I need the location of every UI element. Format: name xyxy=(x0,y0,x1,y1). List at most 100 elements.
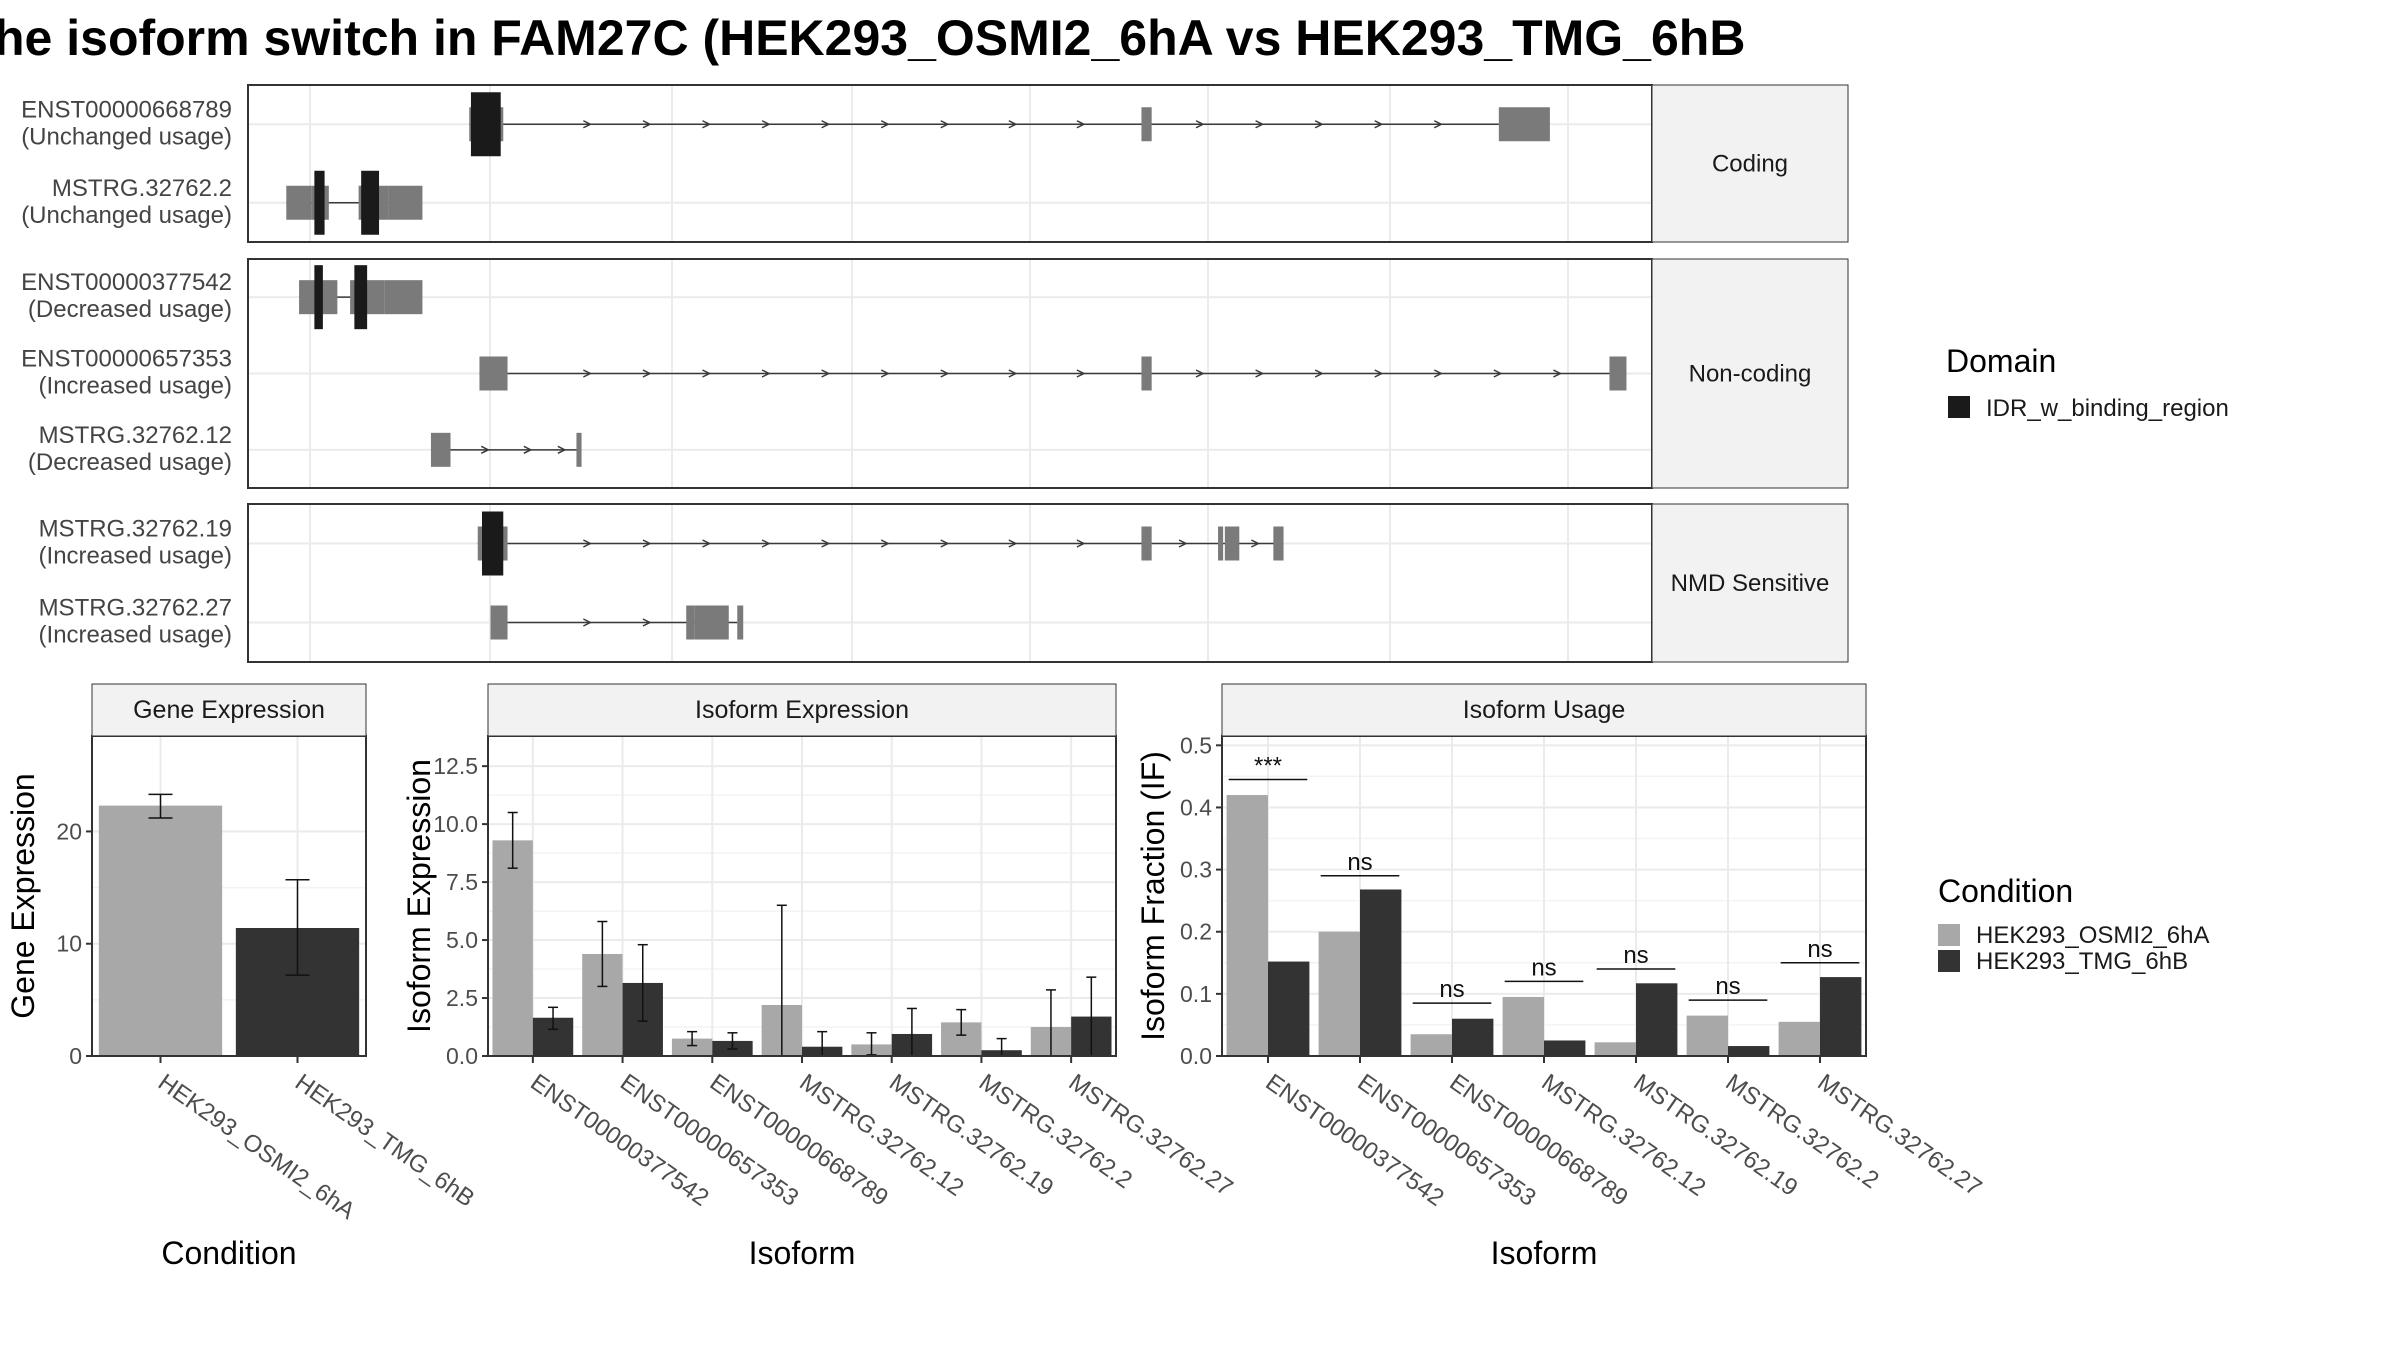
plot-title: Isoform Expression xyxy=(695,696,909,724)
transcript-id-label: ENST00000657353 xyxy=(21,346,232,373)
domain-block xyxy=(361,170,380,235)
bar xyxy=(1360,889,1402,1056)
plot-title: Gene Expression xyxy=(133,696,325,724)
strand-arrow xyxy=(761,120,771,129)
strand-arrow xyxy=(1195,120,1205,129)
exon-block xyxy=(737,605,744,640)
strand-arrow xyxy=(761,369,771,378)
strand-arrow xyxy=(761,539,771,548)
x-tick-label: MSTRG.32762.2 xyxy=(974,1069,1137,1194)
strand-arrow xyxy=(821,369,831,378)
strand-arrow xyxy=(523,445,533,455)
y-tick-label: 5.0 xyxy=(446,927,478,953)
bar xyxy=(98,805,223,1056)
structure-strip xyxy=(1651,503,1849,663)
y-axis-title: Gene Expression xyxy=(5,773,41,1018)
bar xyxy=(1544,1040,1586,1056)
y-tick-label: 7.5 xyxy=(446,869,478,895)
structure-panel-bg xyxy=(248,85,1652,242)
plot-title-strip xyxy=(487,683,1117,737)
strand-arrow xyxy=(583,618,593,627)
strand-arrow xyxy=(1195,369,1205,378)
strand-arrow xyxy=(1374,369,1384,378)
y-axis-title: Isoform Fraction (IF) xyxy=(1135,751,1171,1041)
y-tick-label: 10.0 xyxy=(433,811,478,837)
strand-arrow xyxy=(821,539,831,548)
bar xyxy=(1318,931,1360,1056)
x-tick-label: MSTRG.32762.27 xyxy=(1813,1069,1987,1202)
x-axis-title: Isoform xyxy=(1491,1235,1598,1271)
y-tick-label: 0.2 xyxy=(1180,919,1212,945)
x-axis-title: Condition xyxy=(161,1235,296,1271)
bar xyxy=(1268,961,1310,1056)
y-tick-label: 12.5 xyxy=(433,753,478,779)
plot-title-strip xyxy=(1221,683,1867,737)
strand-arrow xyxy=(583,369,593,378)
strand-arrow xyxy=(642,539,652,548)
exon-block xyxy=(1141,526,1152,561)
significance-label: *** xyxy=(1254,752,1282,779)
strand-arrow xyxy=(1493,369,1503,378)
bar xyxy=(1452,1018,1494,1056)
exon-block xyxy=(384,280,423,315)
strand-arrow xyxy=(1178,539,1188,548)
exon-block xyxy=(1218,526,1224,561)
strand-arrow xyxy=(583,120,593,129)
significance-label: ns xyxy=(1531,954,1556,981)
strand-arrow xyxy=(1433,120,1443,129)
structure-strip-label: NMD Sensitive xyxy=(1671,570,1830,597)
x-tick-label: MSTRG.32762.27 xyxy=(1064,1069,1238,1202)
transcript-id-label: MSTRG.32762.2 xyxy=(52,175,232,202)
transcript-usage-label: (Decreased usage) xyxy=(28,296,232,323)
y-tick-label: 0.0 xyxy=(1180,1043,1212,1069)
structure-strip xyxy=(1651,258,1849,489)
transcript-id-label: MSTRG.32762.19 xyxy=(39,516,232,543)
strand-arrow xyxy=(1314,369,1324,378)
bar xyxy=(1226,795,1268,1056)
exon-block xyxy=(686,605,695,640)
strand-arrow xyxy=(1250,539,1261,548)
strand-arrow xyxy=(940,539,950,548)
strand-arrow xyxy=(940,120,950,129)
transcript-usage-label: (Increased usage) xyxy=(39,373,232,400)
strand-arrow xyxy=(1553,369,1563,378)
exon-block xyxy=(1141,356,1152,391)
strand-arrow xyxy=(480,445,490,455)
strand-arrow xyxy=(1076,539,1086,548)
plot-title-strip xyxy=(91,683,367,737)
transcript-id-label: MSTRG.32762.27 xyxy=(39,595,232,622)
domain-block xyxy=(314,265,323,330)
bar xyxy=(492,840,533,1056)
exon-block xyxy=(286,185,312,220)
condition-legend-label: HEK293_TMG_6hB xyxy=(1976,948,2188,975)
structure-panel-bg xyxy=(248,504,1652,662)
exon-block xyxy=(430,432,451,467)
domain-block xyxy=(482,511,504,576)
strand-arrow xyxy=(642,618,652,627)
bar xyxy=(1820,977,1862,1056)
exon-block xyxy=(1224,526,1240,561)
strand-arrow xyxy=(821,120,831,129)
strand-arrow xyxy=(702,120,712,129)
x-tick-label: MSTRG.32762.12 xyxy=(1537,1069,1711,1202)
y-tick-label: 10 xyxy=(56,931,82,957)
transcript-id-label: MSTRG.32762.12 xyxy=(39,422,232,449)
strand-arrow xyxy=(1255,120,1265,129)
exon-block xyxy=(576,432,582,467)
significance-label: ns xyxy=(1347,849,1372,876)
strand-arrow xyxy=(1433,369,1443,378)
domain-block xyxy=(470,92,501,157)
bar xyxy=(1502,996,1544,1056)
y-tick-label: 0.5 xyxy=(1180,732,1212,758)
bar xyxy=(1410,1034,1452,1056)
legends: Domain IDR_w_binding_region Condition HEK29… xyxy=(1938,343,2229,975)
strand-arrow xyxy=(1255,369,1265,378)
domain-legend-swatch xyxy=(1948,396,1970,418)
strand-arrow xyxy=(702,369,712,378)
strand-arrow xyxy=(1076,120,1086,129)
x-tick-label: MSTRG.32762.2 xyxy=(1721,1069,1884,1194)
strand-arrow xyxy=(1076,369,1086,378)
bar xyxy=(1686,1015,1728,1056)
y-tick-label: 0.4 xyxy=(1180,794,1212,820)
